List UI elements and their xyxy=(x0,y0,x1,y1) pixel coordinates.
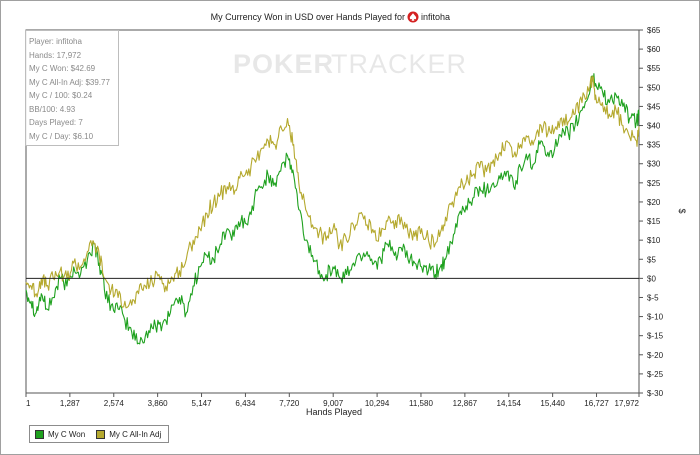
x-axis-label: Hands Played xyxy=(306,407,362,417)
x-tick-label: 7,720 xyxy=(279,399,300,408)
plot-border xyxy=(25,29,640,394)
y-tick-label: $35 xyxy=(647,141,661,150)
stats-hands: Hands: 17,972 xyxy=(29,50,82,60)
x-tick-label: 6,434 xyxy=(235,399,256,408)
legend-swatch-won xyxy=(35,429,44,439)
y-tick-label: $0 xyxy=(647,274,656,283)
stats-allin-adj: My C All-In Adj: $39.77 xyxy=(29,77,110,87)
y-tick-label: $25 xyxy=(647,179,661,188)
legend-label-allin: My C All-In Adj xyxy=(109,429,162,439)
series-line-allin xyxy=(25,75,640,309)
series-line-won xyxy=(25,73,640,345)
watermark-poker: POKER xyxy=(233,49,334,79)
x-tick-label: 14,154 xyxy=(497,399,522,408)
x-tick-label: 16,727 xyxy=(584,399,609,408)
y-tick-label: $20 xyxy=(647,198,661,207)
y-tick-label: $-25 xyxy=(647,370,664,379)
y-tick-label: $5 xyxy=(647,255,656,264)
stats-days: Days Played: 7 xyxy=(29,118,83,127)
chart-title-player: infitoha xyxy=(421,12,450,22)
y-tick-label: $50 xyxy=(647,83,661,92)
y-tick-label: $-10 xyxy=(647,313,664,322)
x-tick-label: 15,440 xyxy=(540,399,565,408)
x-tick-label: 3,860 xyxy=(148,399,169,408)
y-tick-label: $15 xyxy=(647,217,661,226)
x-tick-label: 1,287 xyxy=(60,399,81,408)
x-tick-label: 11,580 xyxy=(409,399,433,408)
stats-bb-100: BB/100: 4.93 xyxy=(29,104,76,114)
stats-per-100: My C / 100: $0.24 xyxy=(29,91,93,100)
y-tick-label: $10 xyxy=(647,236,661,245)
plot-area: 1 1,287 2,574 3,860 5,147 6,434 7,720 9,007 10,2… xyxy=(25,26,664,408)
watermark-tracker: TRACKER xyxy=(331,49,467,79)
spade-logo-icon xyxy=(407,11,419,23)
y-tick-label: $65 xyxy=(647,26,661,35)
x-tick-label: 5,147 xyxy=(192,399,213,408)
legend-label-won: My C Won xyxy=(48,429,86,439)
y-tick-label: $-15 xyxy=(647,332,664,341)
legend-item-won[interactable]: My C Won xyxy=(35,429,86,439)
y-tick-label: $45 xyxy=(647,102,661,111)
x-tick-label: 1 xyxy=(26,399,31,408)
stats-won: My C Won: $42.69 xyxy=(29,64,96,73)
legend-swatch-allin xyxy=(96,429,106,439)
y-tick-label: $30 xyxy=(647,160,661,169)
y-axis-label: $ xyxy=(677,208,687,213)
x-tick-label: 17,972 xyxy=(615,399,640,408)
x-tick-label: 9,007 xyxy=(323,399,344,408)
stats-box: Player: infitoha Hands: 17,972 My C Won:… xyxy=(25,30,119,146)
y-tick-label: $-30 xyxy=(647,389,664,398)
stats-per-day: My C / Day: $6.10 xyxy=(29,131,94,141)
chart-title-text: My Currency Won in USD over Hands Played… xyxy=(211,12,405,22)
y-tick-label: $-5 xyxy=(647,293,659,302)
stats-player: Player: infitoha xyxy=(29,37,82,46)
x-tick-label: 12,867 xyxy=(453,399,478,408)
watermark: POKER TRACKER xyxy=(233,49,467,79)
chart-title: My Currency Won in USD over Hands Played… xyxy=(211,11,450,23)
y-tick-label: $55 xyxy=(647,64,661,73)
y-tick-label: $40 xyxy=(647,122,661,131)
x-tick-label: 10,294 xyxy=(365,399,390,408)
y-tick-label: $60 xyxy=(647,45,661,54)
y-tick-label: $-20 xyxy=(647,351,664,360)
chart-legend: My C Won My C All-In Adj xyxy=(29,425,169,443)
x-tick-label: 2,574 xyxy=(104,399,125,408)
legend-item-allin[interactable]: My C All-In Adj xyxy=(96,429,162,439)
